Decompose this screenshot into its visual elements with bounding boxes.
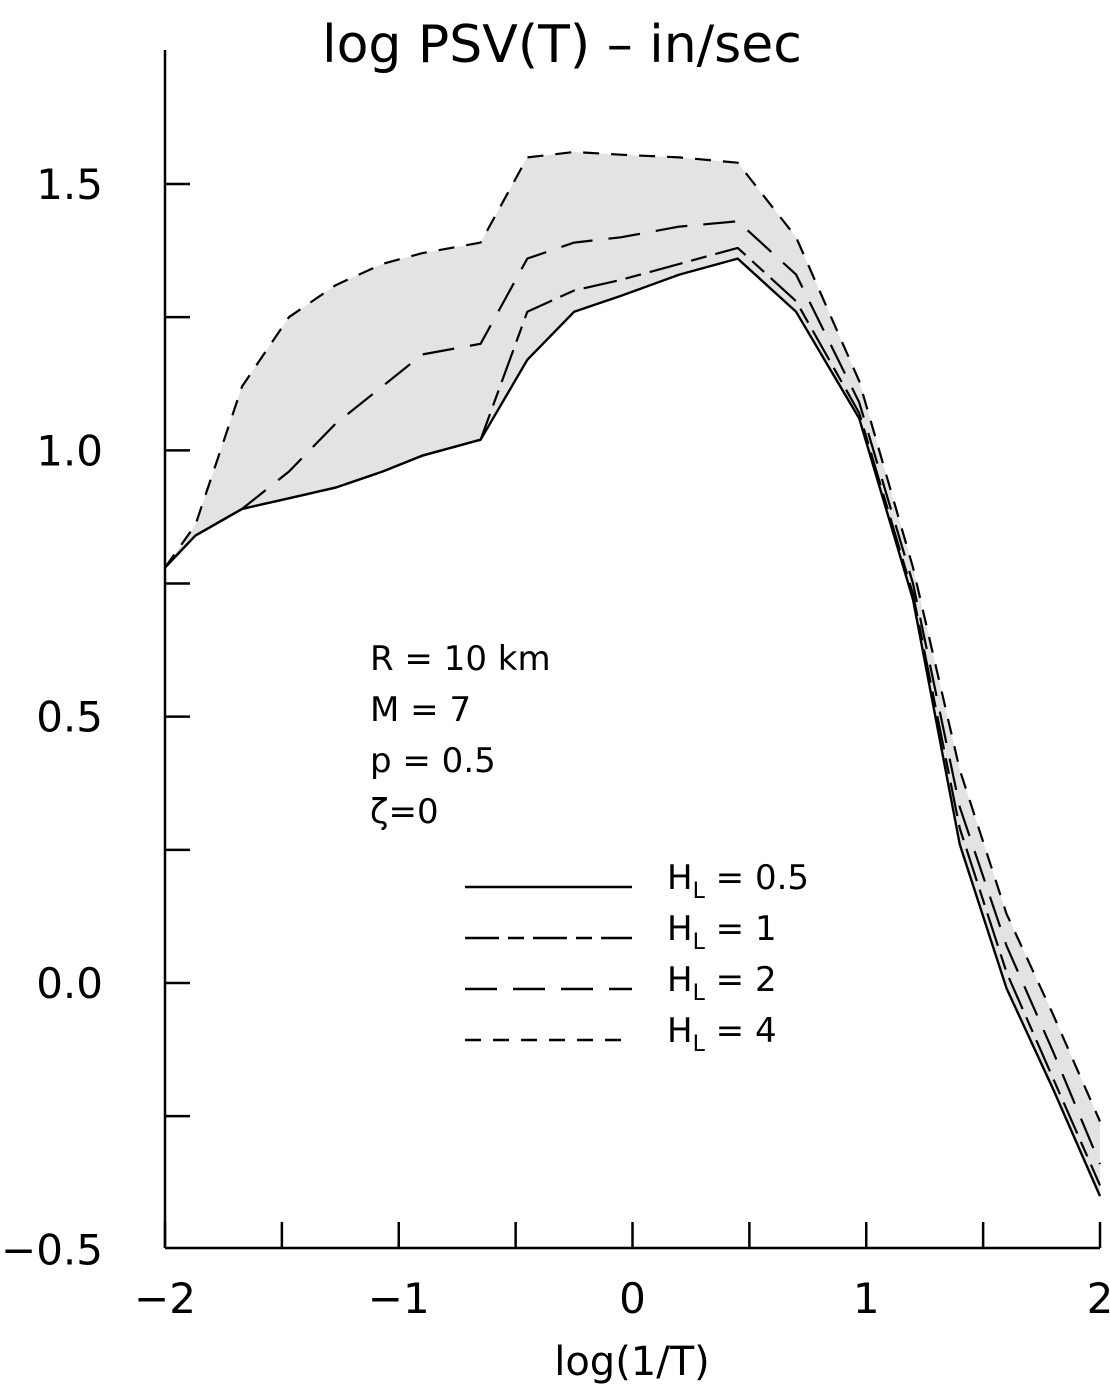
annotation-1: M = 7 <box>370 690 471 730</box>
parameter-annotations: R = 10 km M = 7 p = 0.5 ζ=0 <box>370 639 551 832</box>
x-tick-label-2: 0 <box>619 1274 646 1323</box>
series-layer <box>164 150 1102 1197</box>
legend: HL = 0.5 HL = 1 HL = 2 HL = 4 <box>465 858 809 1057</box>
x-tick-label-1: −1 <box>368 1274 430 1323</box>
legend-label-1: HL = 0.5 <box>667 858 809 904</box>
y-tick-label-1: 0.0 <box>36 959 103 1008</box>
x-ticks-layer: −2 −1 0 1 2 <box>134 1222 1110 1323</box>
legend-label-3: HL = 2 <box>667 960 777 1006</box>
shaded-band-area <box>165 152 1100 1197</box>
y-tick-label-0: −0.5 <box>1 1225 103 1274</box>
y-tick-label-2: 0.5 <box>36 693 103 742</box>
x-tick-label-0: −2 <box>134 1274 196 1323</box>
x-tick-label-3: 1 <box>853 1274 880 1323</box>
annotation-3: ζ=0 <box>370 792 439 832</box>
y-ticks-layer: −0.5 0.0 0.5 1.0 1.5 <box>1 160 190 1274</box>
series-line-2 <box>164 246 1102 1186</box>
x-axis-label: log(1/T) <box>554 1339 710 1385</box>
annotation-2: p = 0.5 <box>370 741 496 781</box>
legend-label-4: HL = 4 <box>667 1011 777 1057</box>
legend-label-2: HL = 1 <box>667 909 777 955</box>
chart-title: log PSV(T) – in/sec <box>322 15 802 75</box>
series-line-3 <box>164 220 1102 1165</box>
annotation-0: R = 10 km <box>370 639 551 679</box>
x-tick-label-4: 2 <box>1087 1274 1110 1323</box>
y-tick-label-4: 1.5 <box>36 160 103 209</box>
series-line-4 <box>164 150 1102 1122</box>
y-tick-label-3: 1.0 <box>36 426 103 475</box>
shaded-band-layer <box>165 152 1100 1197</box>
